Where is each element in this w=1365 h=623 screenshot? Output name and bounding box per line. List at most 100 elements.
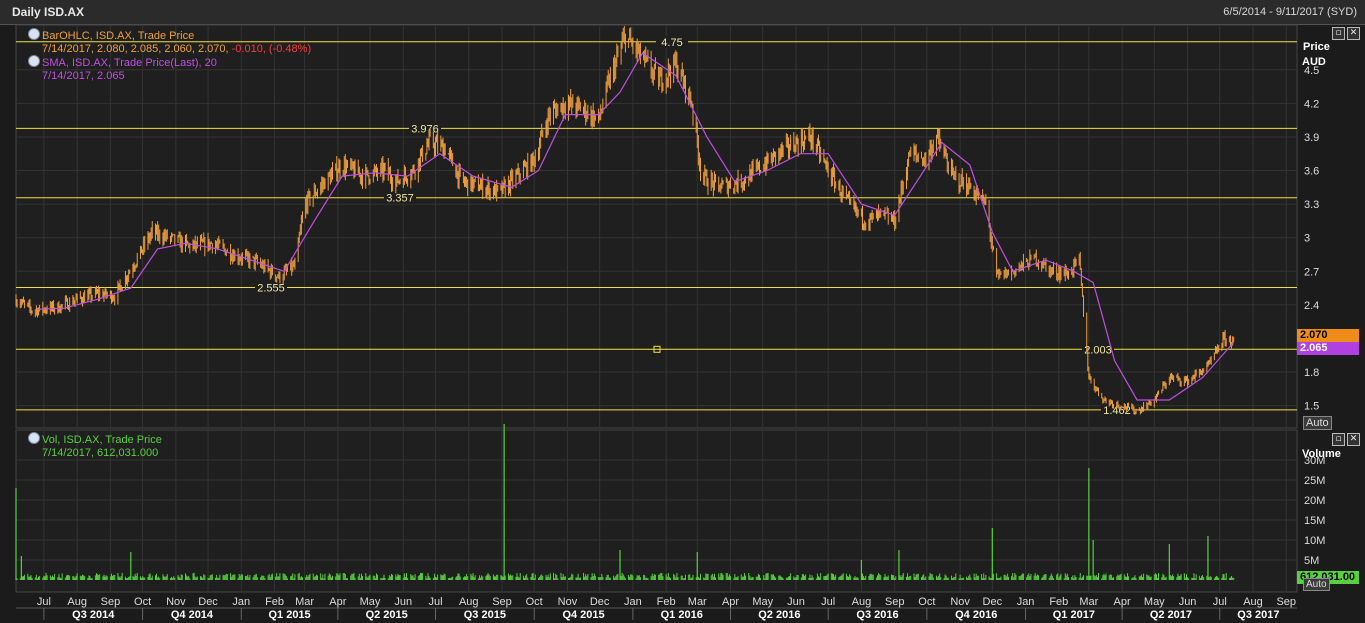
quarter-tick-label: Q2 2016 xyxy=(758,609,800,621)
price-tick-label: 3.6 xyxy=(1304,166,1319,178)
volume-legend[interactable]: Vol, ISD.AX, Trade Price 7/14/2017, 612,… xyxy=(28,432,162,460)
sma-value-badge: 2.065 xyxy=(1297,342,1359,355)
month-tick-label: Jan xyxy=(1017,596,1035,608)
month-tick-label: Jan xyxy=(624,596,642,608)
volume-auto-scale-button[interactable]: Auto xyxy=(1303,578,1330,591)
volume-axis-title: Volume xyxy=(1302,448,1341,460)
month-tick-label: Mar xyxy=(295,596,314,608)
volume-tick-label: 5M xyxy=(1304,555,1319,567)
settings-circle-icon[interactable] xyxy=(28,55,40,67)
volume-tick-label: 30M xyxy=(1304,455,1325,467)
price-tick-label: 1.5 xyxy=(1304,401,1319,413)
month-tick-label: Mar xyxy=(688,596,707,608)
month-tick-label: Sep xyxy=(101,596,121,608)
ohlc-legend-change: -0.010, (-0.48%) xyxy=(231,43,312,55)
price-tick-label: 1.8 xyxy=(1304,367,1319,379)
level-label-bg xyxy=(656,35,688,48)
price-tick-label: 3.3 xyxy=(1304,199,1319,211)
price-axis-title: Price xyxy=(1303,41,1330,53)
close-icon[interactable]: ✕ xyxy=(1347,433,1360,446)
sma-line xyxy=(37,52,1235,401)
month-tick-label: May xyxy=(360,596,381,608)
volume-tick-label: 10M xyxy=(1304,535,1325,547)
restore-icon[interactable]: ▫ xyxy=(1332,27,1345,40)
volume-tick-label: 25M xyxy=(1304,475,1325,487)
month-tick-label: Aug xyxy=(852,596,872,608)
quarter-tick-label: Q3 2014 xyxy=(72,609,115,621)
date-range: 6/5/2014 - 9/11/2017 (SYD) xyxy=(1223,6,1357,18)
month-tick-label: Sep xyxy=(885,596,905,608)
quarter-tick-label: Q2 2017 xyxy=(1150,609,1192,621)
quarter-tick-label: Q2 2015 xyxy=(366,609,408,621)
month-tick-label: Feb xyxy=(1049,596,1068,608)
month-tick-label: Aug xyxy=(1243,596,1263,608)
month-tick-label: Nov xyxy=(166,596,186,608)
volume-legend-values: 7/14/2017, 612,031.000 xyxy=(42,447,159,459)
level-label: 3.357 xyxy=(386,193,414,205)
price-auto-scale-button[interactable]: Auto xyxy=(1303,416,1332,430)
month-tick-label: Nov xyxy=(558,596,578,608)
level-label: 2.003 xyxy=(1084,344,1112,356)
settings-circle-icon[interactable] xyxy=(28,28,40,40)
month-tick-label: Aug xyxy=(459,596,479,608)
month-tick-label: Oct xyxy=(526,596,543,608)
level-label: 2.555 xyxy=(257,283,285,295)
month-tick-label: Apr xyxy=(1114,596,1131,608)
price-tick-label: 2.4 xyxy=(1304,300,1319,312)
month-tick-label: Jun xyxy=(787,596,805,608)
month-tick-label: Sep xyxy=(1276,596,1296,608)
ohlc-legend-label: BarOHLC, ISD.AX, Trade Price xyxy=(42,30,195,42)
month-tick-label: May xyxy=(1144,596,1165,608)
quarter-tick-label: Q3 2015 xyxy=(464,609,506,621)
month-tick-label: Jul xyxy=(821,596,835,608)
volume-legend-label: Vol, ISD.AX, Trade Price xyxy=(42,434,162,446)
level-label-bg xyxy=(255,281,287,294)
month-tick-label: Nov xyxy=(950,596,970,608)
close-icon[interactable]: ✕ xyxy=(1347,27,1360,40)
restore-icon[interactable]: ▫ xyxy=(1332,433,1345,446)
price-tick-label: 4.5 xyxy=(1304,65,1319,77)
settings-circle-icon[interactable] xyxy=(28,432,40,444)
ohlc-legend[interactable]: BarOHLC, ISD.AX, Trade Price 7/14/2017, … xyxy=(28,28,311,56)
month-tick-label: Jun xyxy=(394,596,412,608)
ohlc-legend-values: 7/14/2017, 2.080, 2.085, 2.060, 2.070, xyxy=(42,43,229,55)
sma-legend-values: 7/14/2017, 2.065 xyxy=(42,70,125,82)
quarter-tick-label: Q3 2017 xyxy=(1237,609,1279,621)
month-tick-label: Jul xyxy=(37,596,51,608)
month-tick-label: Oct xyxy=(918,596,935,608)
price-tick-label: 2.7 xyxy=(1304,266,1319,278)
last-price-badge: 2.070 xyxy=(1297,329,1359,342)
quarter-tick-label: Q1 2015 xyxy=(268,609,310,621)
month-tick-label: Dec xyxy=(983,596,1003,608)
volume-tick-label: 15M xyxy=(1304,515,1325,527)
month-tick-label: Apr xyxy=(329,596,346,608)
month-tick-label: Feb xyxy=(657,596,676,608)
level-anchor-marker xyxy=(653,345,661,353)
price-tick-label: 4.2 xyxy=(1304,98,1319,110)
month-tick-label: Jun xyxy=(1179,596,1197,608)
sma-legend-label: SMA, ISD.AX, Trade Price(Last), 20 xyxy=(42,57,217,69)
month-tick-label: Apr xyxy=(722,596,739,608)
month-tick-label: Jan xyxy=(232,596,250,608)
volume-tick-label: 20M xyxy=(1304,495,1325,507)
quarter-tick-label: Q3 2016 xyxy=(856,609,898,621)
price-tick-label: 3.9 xyxy=(1304,132,1319,144)
month-tick-label: Oct xyxy=(134,596,151,608)
level-label-bg xyxy=(1082,343,1114,356)
month-tick-label: Jul xyxy=(428,596,442,608)
price-axis-unit: AUD xyxy=(1302,56,1326,68)
level-label-bg xyxy=(384,191,416,204)
level-label: 3.976 xyxy=(411,123,439,135)
quarter-tick-label: Q4 2014 xyxy=(171,609,214,621)
level-label-bg xyxy=(409,122,441,135)
sma-legend[interactable]: SMA, ISD.AX, Trade Price(Last), 20 7/14/… xyxy=(28,55,217,83)
price-tick-label: 3 xyxy=(1304,233,1310,245)
month-tick-label: Sep xyxy=(492,596,512,608)
month-tick-label: Jul xyxy=(1213,596,1227,608)
quarter-tick-label: Q1 2017 xyxy=(1053,609,1095,621)
month-tick-label: Aug xyxy=(67,596,87,608)
month-tick-label: May xyxy=(752,596,773,608)
window-title: Daily ISD.AX xyxy=(12,5,85,19)
month-tick-label: Mar xyxy=(1079,596,1098,608)
